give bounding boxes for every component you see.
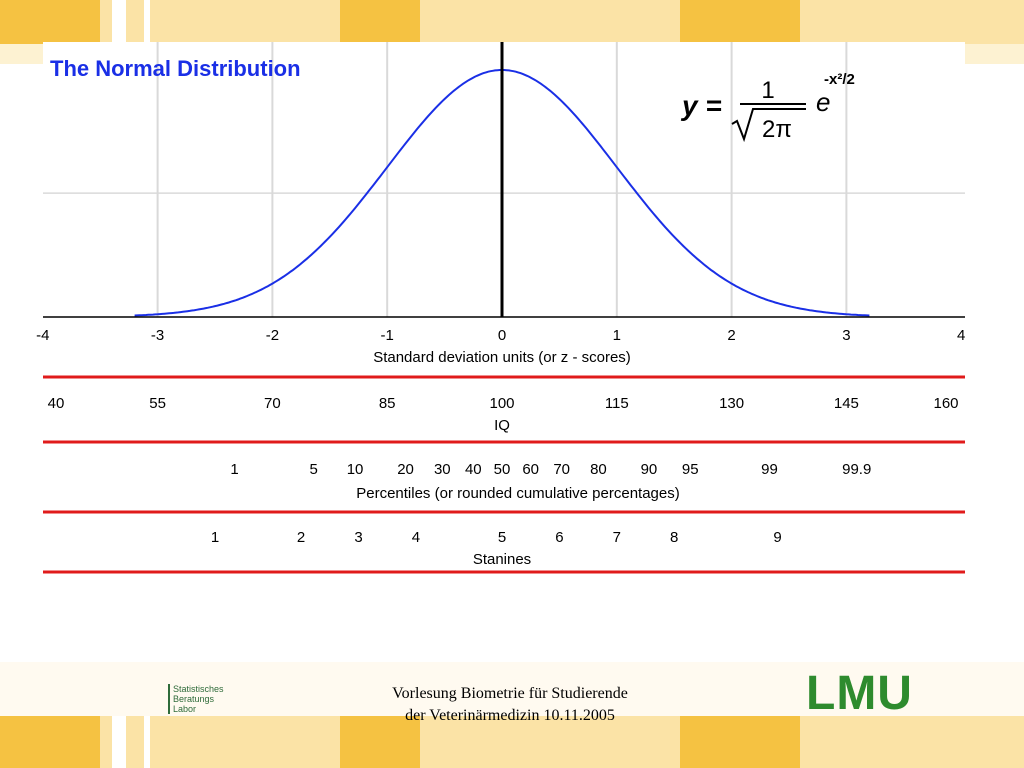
scale-tick-label: 4 xyxy=(412,529,420,546)
scale-tick-label: 50 xyxy=(494,461,511,478)
bottom-stripe xyxy=(150,716,230,768)
scale-tick-label: 99.9 xyxy=(842,461,871,478)
x-tick-label: -2 xyxy=(266,327,279,344)
scale-tick-label: 30 xyxy=(434,461,451,478)
top-stripe xyxy=(340,0,420,44)
x-axis-label: Standard deviation units (or z - scores) xyxy=(373,349,631,366)
x-tick-label: 3 xyxy=(842,327,850,344)
x-tick-label: 2 xyxy=(727,327,735,344)
scale-tick-label: 9 xyxy=(773,529,781,546)
scale-tick-label: 2 xyxy=(297,529,305,546)
grid-lines xyxy=(43,42,965,317)
top-stripe xyxy=(126,0,144,44)
top-stripe xyxy=(420,0,510,44)
bottom-stripe xyxy=(0,716,100,768)
chart-title: The Normal Distribution xyxy=(50,56,301,81)
scale-tick-label: 60 xyxy=(522,461,539,478)
lab-logo: Statistisches Beratungs Labor xyxy=(168,684,224,714)
top-stripe xyxy=(680,0,800,44)
scale-tick-label: 6 xyxy=(555,529,563,546)
scale-tick-label: 1 xyxy=(230,461,238,478)
scale-tick-label: 1 xyxy=(211,529,219,546)
x-tick-label: -4 xyxy=(36,327,49,344)
scale-tick-label: 55 xyxy=(149,395,166,412)
scale-tick-label: 145 xyxy=(834,395,859,412)
scale-label: Stanines xyxy=(473,551,531,568)
scale-tick-label: 90 xyxy=(641,461,658,478)
scale-tick-label: 130 xyxy=(719,395,744,412)
scale-tick-label: 160 xyxy=(933,395,958,412)
scale-tick-label: 70 xyxy=(553,461,570,478)
scale-tick-label: 5 xyxy=(498,529,506,546)
scale-tick-label: 3 xyxy=(354,529,362,546)
sqrt-sign xyxy=(731,108,806,143)
scale-tick-label: 85 xyxy=(379,395,396,412)
bottom-fade xyxy=(0,662,1024,716)
scale-tick-label: 7 xyxy=(613,529,621,546)
bottom-stripe xyxy=(800,716,1024,768)
x-tick-label: 0 xyxy=(498,327,506,344)
scale-tick-label: 100 xyxy=(489,395,514,412)
scale-tick-label: 5 xyxy=(310,461,318,478)
x-tick-label: 4 xyxy=(957,327,965,344)
scale-tick-label: 70 xyxy=(264,395,281,412)
formula-lhs: y = xyxy=(680,90,722,121)
formula-radicand: 2π xyxy=(762,116,792,143)
scale-tick-label: 95 xyxy=(682,461,699,478)
x-tick-label: -3 xyxy=(151,327,164,344)
formula-exponent: -x²/2 xyxy=(824,71,855,88)
x-tick-label: -1 xyxy=(381,327,394,344)
x-axis: -4 -3 -2 -1 0 1 2 3 4 Standard deviation units (o… xyxy=(36,42,965,366)
top-stripe xyxy=(510,0,680,44)
formula-numerator: 1 xyxy=(761,77,774,104)
footer-line-2: der Veterinärmedizin 10.11.2005 xyxy=(405,707,615,724)
top-stripe xyxy=(800,0,1024,44)
scale-tick-label: 8 xyxy=(670,529,678,546)
scale-tick-label: 99 xyxy=(761,461,778,478)
bottom-stripe xyxy=(680,716,800,768)
bottom-stripe xyxy=(230,716,340,768)
scale-label: IQ xyxy=(494,417,510,434)
top-stripe xyxy=(100,0,112,44)
chart-panel xyxy=(43,42,965,662)
footer-line-1: Vorlesung Biometrie für Studierende xyxy=(392,685,628,702)
scale-tick-label: 10 xyxy=(347,461,364,478)
lab-logo-line-3: Labor xyxy=(173,704,197,714)
lab-logo-line-2: Beratungs xyxy=(173,694,215,704)
scale-tick-label: 20 xyxy=(397,461,414,478)
top-stripe xyxy=(0,0,100,44)
scale-tick-label: 40 xyxy=(48,395,65,412)
scale-tick-label: 80 xyxy=(590,461,607,478)
scale-tick-label: 115 xyxy=(605,395,629,412)
university-logo: LMU xyxy=(806,672,913,716)
bottom-stripe xyxy=(420,716,510,768)
bottom-stripe xyxy=(100,716,112,768)
scale-label: Percentiles (or rounded cumulative perce… xyxy=(356,485,680,502)
formula: y = 1 2π e -x²/2 xyxy=(680,71,855,143)
scale-tick-label: 40 xyxy=(465,461,482,478)
top-stripe xyxy=(230,0,340,44)
bottom-stripe xyxy=(340,716,420,768)
bottom-stripe xyxy=(510,716,680,768)
x-tick-label: 1 xyxy=(613,327,621,344)
formula-base: e xyxy=(816,87,830,117)
lab-logo-line-1: Statistisches xyxy=(173,684,224,694)
top-stripe xyxy=(150,0,230,44)
bottom-stripe xyxy=(126,716,144,768)
